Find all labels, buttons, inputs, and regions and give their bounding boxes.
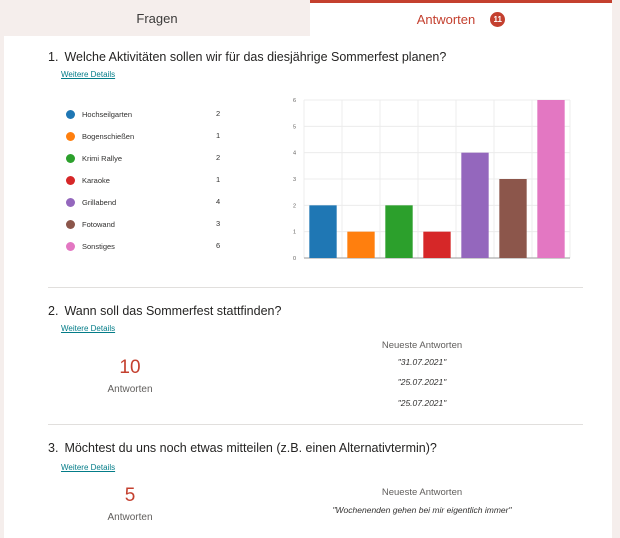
question-3-title: 3. Möchtest du uns noch etwas mitteilen (… (48, 441, 437, 455)
legend-count: 2 (216, 109, 221, 118)
legend-color-dot (66, 219, 75, 229)
question-1-number: 1. (48, 50, 59, 64)
legend-label: Krimi Rallye (82, 153, 123, 163)
legend-count: 4 (216, 197, 221, 206)
bar-7 (537, 100, 565, 258)
bar-5 (461, 152, 489, 258)
question-3-recent-heading: Neueste Antworten (381, 487, 463, 498)
response-count-badge: 11 (490, 12, 506, 27)
y-tick-label: 1 (293, 230, 296, 236)
legend-count: 1 (216, 175, 221, 184)
section-divider (48, 287, 583, 288)
legend-color-dot (66, 175, 75, 185)
legend-count: 3 (216, 219, 221, 228)
question-2-number: 2. (48, 304, 59, 318)
legend-item: Fotowand 3 (66, 218, 220, 230)
legend-count: 1 (216, 131, 221, 140)
section-divider (48, 424, 583, 425)
legend-item: Sonstiges 6 (66, 240, 220, 252)
legend-color-dot (66, 131, 75, 141)
legend-label: Karaoke (82, 175, 110, 185)
legend-label: Hochseilgarten (82, 109, 133, 119)
y-tick-label: 5 (293, 124, 296, 130)
y-tick-label: 0 (293, 256, 296, 262)
tab-bar: Fragen Antworten 11 (4, 0, 612, 36)
question-2-response-label: Antworten (107, 384, 153, 395)
results-panel: Fragen Antworten 11 1. Welche Aktivitäten… (4, 0, 612, 538)
recent-answer: "31.07.2021" (397, 357, 447, 367)
bar-4 (423, 231, 451, 258)
tab-fragen-label: Fragen (136, 10, 178, 26)
legend-item: Krimi Rallye 2 (66, 152, 220, 164)
question-1-details-link[interactable]: Weitere Details (61, 70, 116, 79)
question-2-title: 2. Wann soll das Sommerfest stattfinden? (48, 304, 281, 318)
y-tick-label: 2 (293, 203, 296, 209)
legend-color-dot (66, 109, 75, 119)
bar-1 (309, 205, 337, 258)
recent-answer: "25.07.2021" (397, 398, 447, 408)
bar-3 (385, 205, 413, 258)
legend-label: Sonstiges (82, 241, 115, 251)
tab-antworten-label: Antworten (416, 12, 476, 27)
legend-item: Bogenschießen 1 (66, 130, 220, 142)
question-2-recent-heading: Neueste Antworten (381, 340, 463, 351)
tab-antworten[interactable]: Antworten 11 (310, 0, 612, 36)
question-2-text: Wann soll das Sommerfest stattfinden? (64, 304, 282, 318)
question-3-text: Möchtest du uns noch etwas mitteilen (z.… (64, 441, 437, 455)
question-2-details-link[interactable]: Weitere Details (61, 324, 116, 333)
y-tick-label: 3 (293, 177, 296, 183)
y-tick-label: 4 (293, 151, 296, 157)
recent-answer: "Wochenenden gehen bei mir eigentlich im… (332, 505, 512, 515)
legend-count: 6 (216, 241, 221, 250)
legend-count: 2 (216, 153, 221, 162)
question-3-number: 3. (48, 441, 59, 455)
question-3-response-count: 5 (124, 485, 136, 506)
question-3-details-link[interactable]: Weitere Details (61, 463, 116, 472)
legend-label: Fotowand (82, 219, 115, 229)
legend-item: Hochseilgarten 2 (66, 108, 220, 120)
question-1-title: 1. Welche Aktivitäten sollen wir für das … (48, 50, 446, 64)
legend-label: Bogenschießen (82, 131, 135, 141)
legend-item: Grillabend 4 (66, 196, 220, 208)
recent-answer: "25.07.2021" (397, 377, 447, 387)
legend-label: Grillabend (82, 197, 117, 207)
question-3-response-label: Antworten (107, 512, 153, 523)
tab-fragen[interactable]: Fragen (4, 0, 310, 36)
question-2-response-count: 10 (119, 357, 141, 378)
legend-color-dot (66, 153, 75, 163)
legend-color-dot (66, 241, 75, 251)
question-1-bar-chart: 0 1 2 3 4 5 6 (293, 98, 571, 262)
legend-item: Karaoke 1 (66, 174, 220, 186)
y-tick-label: 6 (293, 98, 296, 104)
legend-color-dot (66, 197, 75, 207)
question-1-text: Welche Aktivitäten sollen wir für das di… (64, 50, 447, 64)
bar-6 (499, 179, 527, 258)
bar-2 (347, 231, 375, 258)
